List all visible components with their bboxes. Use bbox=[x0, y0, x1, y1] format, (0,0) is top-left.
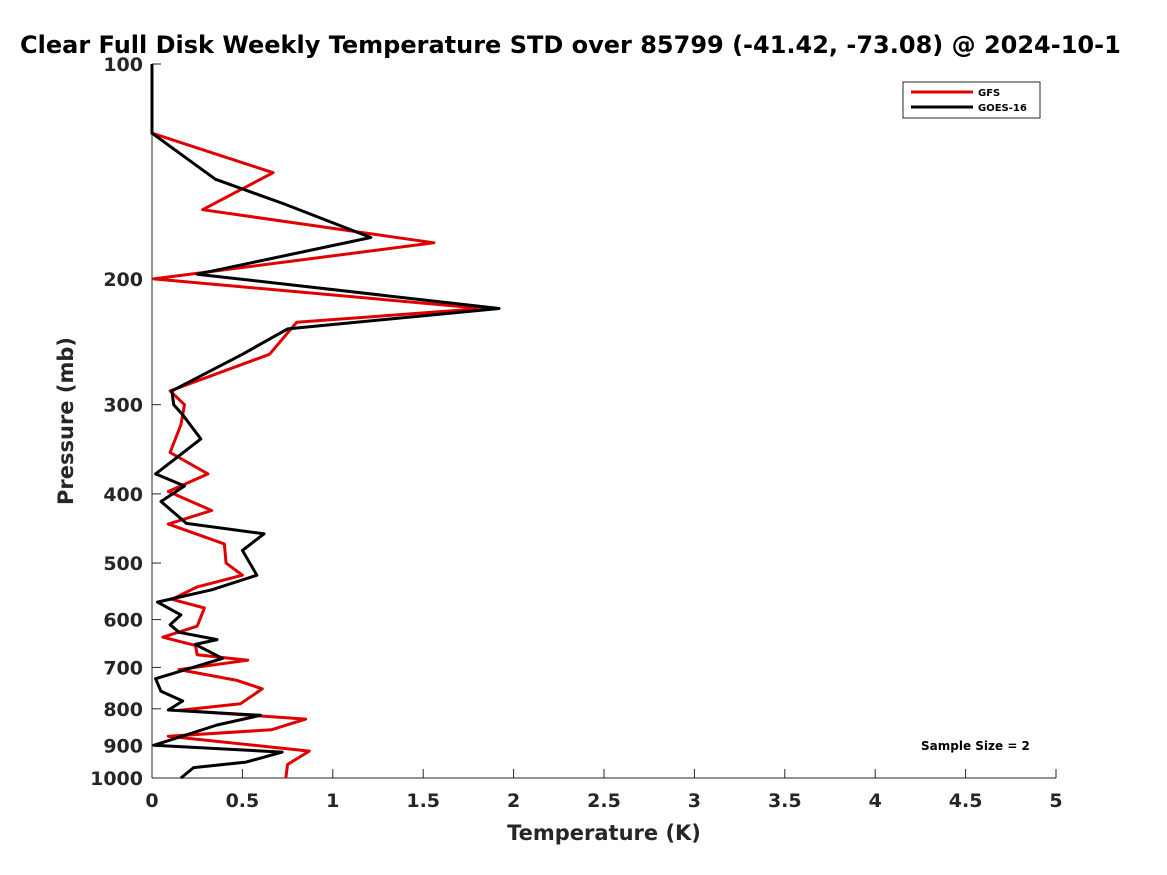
y-tick-label: 400 bbox=[103, 484, 143, 506]
x-tick-label: 4.5 bbox=[949, 790, 983, 812]
x-tick-label: 4 bbox=[869, 790, 882, 812]
legend: GFS GOES-16 bbox=[902, 81, 1041, 119]
x-tick-label: 1.5 bbox=[406, 790, 440, 812]
y-axis-label: Pressure (mb) bbox=[54, 337, 78, 505]
y-tick-label: 900 bbox=[103, 735, 143, 757]
y-tick-label: 300 bbox=[103, 395, 143, 417]
x-tick-label: 1 bbox=[326, 790, 339, 812]
series-line-goes16 bbox=[150, 64, 501, 780]
y-tick-label: 600 bbox=[103, 610, 143, 632]
y-tick-label: 200 bbox=[103, 269, 143, 291]
series-group bbox=[150, 64, 501, 780]
legend-box bbox=[902, 81, 1041, 119]
x-axis-label: Temperature (K) bbox=[507, 821, 701, 845]
legend-label-goes16: GOES-16 bbox=[978, 103, 1027, 114]
x-tick-label: 2.5 bbox=[587, 790, 621, 812]
sample-size-annotation: Sample Size = 2 bbox=[921, 739, 1030, 753]
y-tick-label: 800 bbox=[103, 699, 143, 721]
y-tick-label: 700 bbox=[103, 657, 143, 679]
series-line-gfs bbox=[150, 64, 485, 779]
chart-title: Clear Full Disk Weekly Temperature STD o… bbox=[20, 31, 1121, 59]
x-tick-label: 3 bbox=[688, 790, 701, 812]
x-tick-label: 0 bbox=[145, 790, 158, 812]
x-tick-label: 3.5 bbox=[768, 790, 802, 812]
y-tick-label: 100 bbox=[103, 54, 143, 76]
y-tick-label: 1000 bbox=[90, 768, 143, 790]
y-tick-label: 500 bbox=[103, 553, 143, 575]
x-tick-label: 2 bbox=[507, 790, 520, 812]
x-tick-group: 0 0.5 1 1.5 2 2.5 3 3.5 4 4.5 5 bbox=[145, 769, 1063, 812]
x-tick-label: 5 bbox=[1049, 790, 1062, 812]
y-tick-group: 100 200 300 400 500 600 700 800 900 1000 bbox=[90, 54, 161, 790]
legend-label-gfs: GFS bbox=[978, 88, 1000, 99]
x-tick-label: 0.5 bbox=[226, 790, 260, 812]
